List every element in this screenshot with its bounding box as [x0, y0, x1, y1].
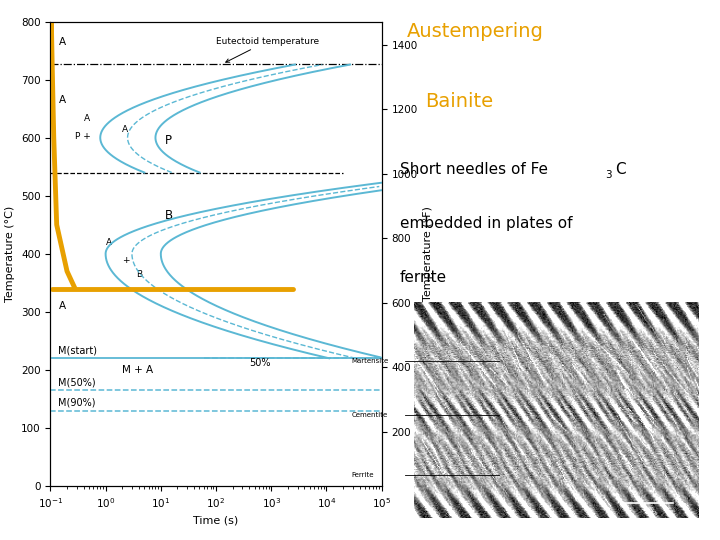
Text: 1μm: 1μm [640, 506, 654, 511]
Text: embedded in plates of: embedded in plates of [400, 216, 572, 231]
Text: 50%: 50% [249, 358, 271, 368]
Text: B: B [165, 209, 174, 222]
Text: M + A: M + A [122, 365, 153, 375]
Y-axis label: Temperature (°C): Temperature (°C) [6, 206, 16, 302]
Text: A: A [58, 95, 66, 105]
Text: A: A [122, 125, 128, 134]
Text: +: + [122, 255, 130, 265]
Text: Ferrite: Ferrite [351, 472, 374, 478]
Y-axis label: Temperature (°F): Temperature (°F) [423, 206, 433, 301]
X-axis label: Time (s): Time (s) [194, 515, 238, 525]
Text: ferrite: ferrite [400, 270, 446, 285]
Text: M(90%): M(90%) [58, 398, 96, 408]
Text: C: C [616, 162, 626, 177]
Text: P: P [165, 133, 172, 146]
Text: Eutectoid temperature: Eutectoid temperature [216, 37, 319, 62]
Text: A: A [84, 114, 90, 124]
Text: Bainite: Bainite [425, 92, 493, 111]
Text: B: B [135, 270, 142, 279]
Text: A: A [106, 238, 112, 247]
Text: A: A [58, 301, 66, 311]
Text: Short needles of Fe: Short needles of Fe [400, 162, 548, 177]
Text: 3: 3 [605, 170, 611, 180]
Text: M(start): M(start) [58, 346, 97, 356]
Text: M(50%): M(50%) [58, 377, 96, 388]
Text: Martensite: Martensite [351, 357, 389, 364]
Text: Austempering: Austempering [407, 22, 544, 40]
Text: A: A [58, 37, 66, 47]
Text: P +: P + [75, 132, 91, 141]
Text: Cementite: Cementite [351, 411, 387, 418]
